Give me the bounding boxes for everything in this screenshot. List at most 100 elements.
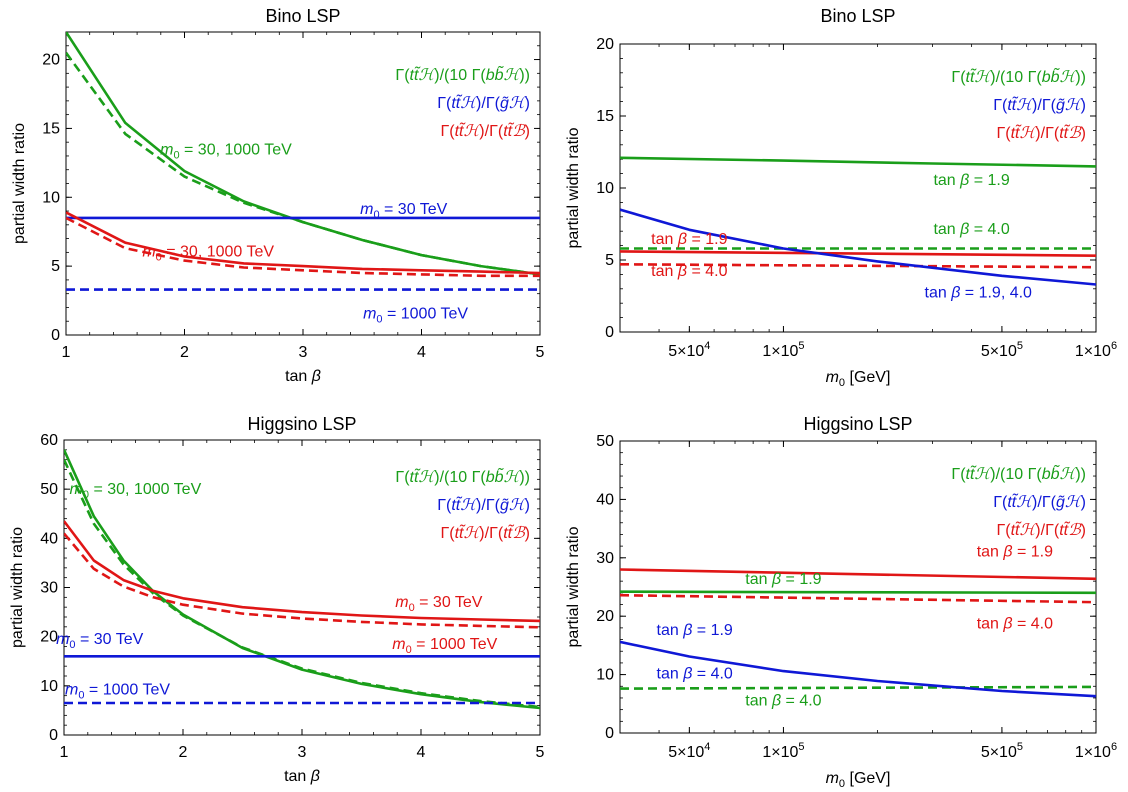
y-axis-label: partial width ratio (11, 123, 28, 244)
chart-higgsino_m0: Higgsino LSP 0 10 20 30 40 50 5×104 1×105 5×105 1×… (565, 414, 1117, 790)
legend-entry-red: Γ(tt̃ℋ)/Γ(tt̃ℬ) (440, 120, 530, 140)
curve-annotation: tan β = 1.9 (651, 231, 727, 248)
y-tick-label: 30 (40, 580, 58, 597)
series-red-dashed (66, 216, 540, 278)
series-green-dashed (620, 685, 1096, 690)
x-tick-label: 5 (536, 344, 545, 361)
y-tick-label: 15 (596, 108, 614, 125)
series-red-dashed (620, 263, 1096, 269)
legend-entry-blue: Γ(tt̃ℋ)/Γ(g̃ℋ) (437, 92, 530, 112)
y-tick-label: 20 (40, 629, 58, 646)
y-tick-label: 50 (40, 481, 58, 498)
x-tick-label: 5×104 (668, 741, 710, 761)
curve-annotation: tan β = 4.0 (745, 693, 821, 710)
curve-annotation: tan β = 1.9, 4.0 (925, 284, 1033, 301)
curve-annotation: m0 = 30 TeV (360, 201, 448, 221)
series-green-dashed (66, 51, 540, 276)
curve-annotation: tan β = 1.9 (745, 571, 821, 588)
x-tick-label: 3 (299, 344, 308, 361)
y-tick-label: 15 (42, 120, 60, 137)
chart-title: Bino LSP (265, 6, 340, 26)
x-tick-label: 1 (62, 344, 71, 361)
x-tick-label: 4 (417, 744, 426, 761)
y-tick-label: 0 (605, 725, 614, 742)
legend-entry-red: Γ(tt̃ℋ)/Γ(tt̃ℬ) (996, 122, 1086, 142)
series-red-solid (66, 211, 540, 275)
curve-annotation: m0 = 1000 TeV (363, 305, 468, 325)
curve-annotation: m0 = 30, 1000 TeV (142, 243, 274, 263)
curve-annotation: tan β = 4.0 (933, 221, 1009, 238)
y-tick-label: 0 (49, 727, 58, 744)
y-tick-label: 5 (605, 252, 614, 269)
chart-title: Bino LSP (820, 6, 895, 26)
x-tick-label: 5×104 (668, 340, 710, 360)
y-tick-label: 50 (596, 433, 614, 450)
x-tick-label: 5×105 (981, 741, 1023, 761)
x-tick-label: 3 (298, 744, 307, 761)
series-green-solid (620, 590, 1096, 595)
legend-entry-red: Γ(tt̃ℋ)/Γ(tt̃ℬ) (996, 519, 1086, 539)
legend-entry-green: Γ(tt̃ℋ)/(10 Γ(bb̃ℋ)) (951, 463, 1086, 483)
curve-annotation: tan β = 1.9 (933, 172, 1009, 189)
y-tick-label: 40 (40, 530, 58, 547)
series-blue-solid (620, 640, 1096, 698)
legend-entry-green: Γ(tt̃ℋ)/(10 Γ(bb̃ℋ)) (395, 466, 530, 486)
x-tick-label: 2 (179, 744, 188, 761)
legend-entry-green: Γ(tt̃ℋ)/(10 Γ(bb̃ℋ)) (951, 66, 1086, 86)
legend-entry-blue: Γ(tt̃ℋ)/Γ(g̃ℋ) (993, 94, 1086, 114)
y-axis-label: partial width ratio (565, 127, 582, 248)
legend-entry-green: Γ(tt̃ℋ)/(10 Γ(bb̃ℋ)) (395, 64, 530, 84)
y-tick-label: 20 (42, 52, 60, 69)
y-axis-label: partial width ratio (9, 527, 26, 648)
series-blue-solid (620, 208, 1096, 286)
y-tick-label: 60 (40, 432, 58, 449)
series-red-dashed (620, 593, 1096, 604)
plot-frame (619, 440, 1097, 734)
y-tick-label: 10 (596, 180, 614, 197)
x-tick-label: 1×106 (1075, 741, 1117, 761)
x-tick-label: 1 (60, 744, 69, 761)
x-axis-label: m0 [GeV] (826, 770, 891, 790)
x-tick-label: 1×106 (1075, 340, 1117, 360)
curve-annotation: tan β = 1.9 (657, 622, 733, 639)
y-tick-label: 0 (605, 324, 614, 341)
y-tick-label: 10 (596, 667, 614, 684)
curve-annotation: tan β = 4.0 (651, 263, 727, 280)
x-axis-label: m0 [GeV] (826, 369, 891, 389)
series-red-solid (620, 568, 1096, 581)
chart-title: Higgsino LSP (247, 414, 356, 434)
chart-bino_m0: Bino LSP 0 5 10 15 20 5×104 1×105 5×105 1×106 part… (565, 6, 1117, 389)
legend-entry-blue: Γ(tt̃ℋ)/Γ(g̃ℋ) (993, 491, 1086, 511)
x-tick-label: 4 (417, 344, 426, 361)
chart-bino_tanb: Bino LSP 0 5 10 15 20 1 2 3 4 5 partial width ratio… (11, 6, 545, 385)
y-tick-label: 5 (51, 258, 60, 275)
series-red-solid (620, 250, 1096, 257)
curve-annotation: m0 = 1000 TeV (392, 636, 497, 656)
series-green-solid (620, 156, 1096, 168)
x-axis-label: tan β (285, 368, 321, 385)
x-tick-label: 1×105 (762, 741, 804, 761)
x-tick-label: 2 (180, 344, 189, 361)
series-green-dashed (64, 459, 540, 709)
y-tick-label: 40 (596, 491, 614, 508)
curve-annotation: m0 = 30 TeV (395, 594, 483, 614)
curve-annotation: tan β = 4.0 (657, 666, 733, 683)
series-red-dashed (64, 532, 540, 629)
curve-annotation: m0 = 30, 1000 TeV (70, 481, 202, 501)
curve-annotation: tan β = 1.9 (977, 544, 1053, 561)
y-axis-label: partial width ratio (565, 526, 582, 647)
x-tick-label: 5 (536, 744, 545, 761)
x-tick-label: 5×105 (981, 340, 1023, 360)
y-tick-label: 30 (596, 550, 614, 567)
y-tick-label: 0 (51, 327, 60, 344)
curve-annotation: m0 = 1000 TeV (65, 682, 170, 702)
y-tick-label: 20 (596, 36, 614, 53)
y-tick-label: 10 (42, 189, 60, 206)
curve-annotation: tan β = 4.0 (977, 615, 1053, 632)
curve-annotation: m0 = 30 TeV (56, 631, 144, 651)
x-axis-label: tan β (284, 768, 320, 785)
legend-entry-blue: Γ(tt̃ℋ)/Γ(g̃ℋ) (437, 494, 530, 514)
curve-annotation: m0 = 30, 1000 TeV (160, 142, 292, 162)
x-tick-label: 1×105 (762, 340, 804, 360)
